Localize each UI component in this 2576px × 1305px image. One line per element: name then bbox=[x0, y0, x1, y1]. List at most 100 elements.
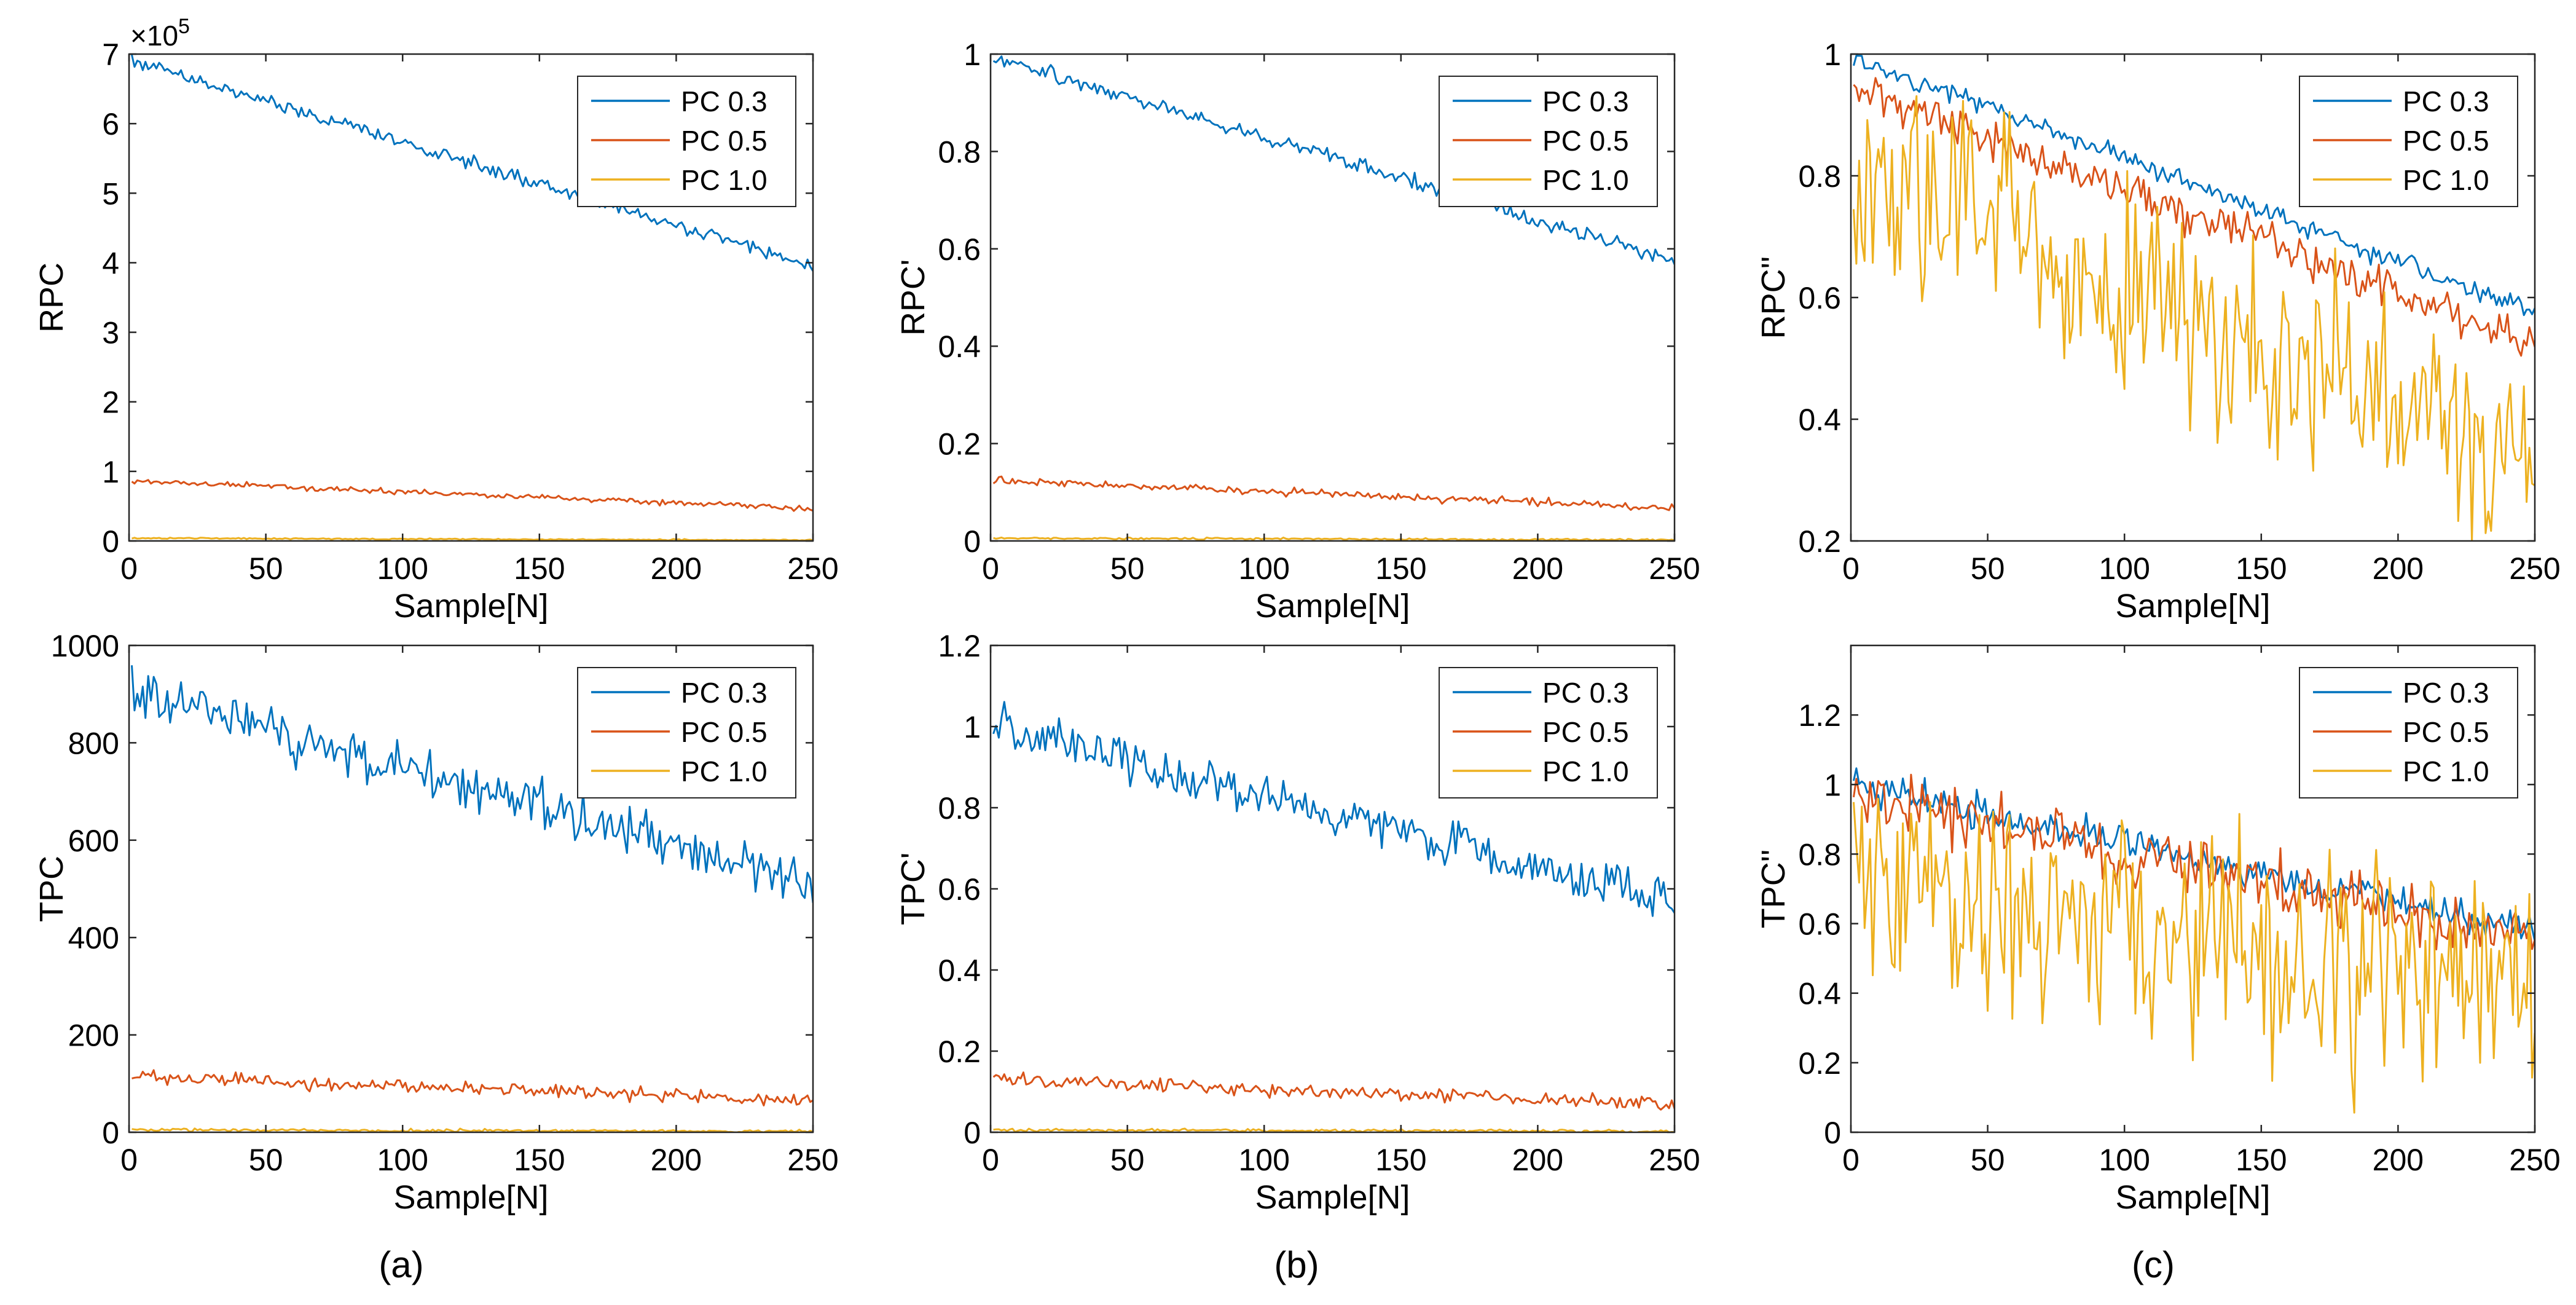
x-tick-label: 50 bbox=[1110, 551, 1145, 586]
legend-entry: PC 1.0 bbox=[681, 164, 768, 196]
legend-entry: PC 0.3 bbox=[1542, 85, 1629, 117]
series-lines bbox=[1853, 767, 2535, 1114]
y-exponent-power: 5 bbox=[178, 15, 190, 38]
series-line-pc-1-0 bbox=[132, 537, 813, 541]
legend: PC 0.3 PC 0.5 PC 1.0 bbox=[1439, 667, 1658, 798]
x-tick-label: 200 bbox=[1512, 551, 1563, 586]
x-tick-label: 150 bbox=[2236, 1143, 2287, 1177]
y-axis-label: RPC bbox=[33, 262, 70, 333]
series-line-pc-0-5 bbox=[132, 1069, 813, 1106]
x-tick-label: 50 bbox=[1971, 551, 2005, 586]
series-line-pc-0-5 bbox=[1853, 773, 2535, 951]
y-tick-label: 1 bbox=[1824, 37, 1841, 72]
y-tick-label: 0 bbox=[964, 524, 981, 559]
y-tick-label: 0.4 bbox=[938, 953, 981, 988]
series-line-pc-1-0 bbox=[993, 1127, 1675, 1132]
legend-entry: PC 1.0 bbox=[1542, 755, 1629, 787]
y-axis-label: RPC' bbox=[895, 259, 932, 336]
x-tick-label: 100 bbox=[377, 551, 428, 586]
series-line-pc-0-3 bbox=[131, 54, 813, 272]
x-tick-label: 200 bbox=[651, 1143, 702, 1177]
y-tick-label: 0 bbox=[964, 1116, 981, 1150]
x-axis-label: Sample[N] bbox=[2115, 1179, 2270, 1216]
y-tick-label: 600 bbox=[68, 824, 119, 858]
series-line-pc-0-5 bbox=[992, 475, 1675, 511]
legend: PC 0.3 PC 0.5 PC 1.0 bbox=[2299, 667, 2518, 798]
y-tick-label: 400 bbox=[68, 921, 119, 955]
legend-entry: PC 0.5 bbox=[681, 125, 768, 157]
x-tick-label: 150 bbox=[514, 551, 565, 586]
x-tick-label: 50 bbox=[1110, 1143, 1145, 1177]
x-axis-label: Sample[N] bbox=[393, 588, 548, 625]
legend-entry: PC 0.5 bbox=[2403, 125, 2489, 157]
x-tick-label: 0 bbox=[120, 551, 138, 586]
x-tick-label: 150 bbox=[1375, 551, 1426, 586]
y-tick-label: 0 bbox=[102, 1116, 119, 1150]
x-tick-label: 0 bbox=[982, 551, 999, 586]
legend-box bbox=[577, 667, 796, 798]
x-tick-label: 50 bbox=[1971, 1143, 2005, 1177]
legend-box bbox=[1439, 76, 1658, 207]
legend-entry: PC 0.3 bbox=[681, 85, 768, 117]
y-tick-label: 1.2 bbox=[1798, 698, 1841, 733]
legend-entry: PC 0.5 bbox=[1542, 125, 1629, 157]
legend-entry: PC 0.3 bbox=[2403, 85, 2489, 117]
chart-tpc: 0 50 100 150 200 250 0 200 400 600 800 1000 Sample[N… bbox=[33, 629, 839, 1216]
series-lines bbox=[131, 54, 813, 541]
axes-box bbox=[989, 53, 1676, 542]
panels: 0 50 100 150 200 25001234567×105Sample[N]RPCP… bbox=[33, 15, 2561, 1216]
y-tick-label: 0 bbox=[1824, 1116, 1841, 1150]
chart-tpc-prime: 0 50 100 150 200 250 0 0.2 0.4 0.6 0.8 1 1.2 Sample[N… bbox=[895, 629, 1700, 1216]
x-tick-label: 250 bbox=[787, 551, 838, 586]
y-tick-label: 0.4 bbox=[1798, 977, 1841, 1011]
series-lines bbox=[131, 665, 813, 1132]
y-tick-label: 2 bbox=[102, 385, 119, 420]
x-tick-label: 250 bbox=[1649, 1143, 1700, 1177]
x-axis-label: Sample[N] bbox=[1255, 588, 1410, 625]
y-tick-label: 0.6 bbox=[1798, 907, 1841, 942]
x-axis-label: Sample[N] bbox=[1255, 1179, 1410, 1216]
legend-entry: PC 0.3 bbox=[1542, 677, 1629, 709]
panel-labels: (a) (b) (c) bbox=[379, 1244, 2175, 1285]
y-tick-label: 0.6 bbox=[938, 872, 981, 907]
x-tick-label: 0 bbox=[1842, 551, 1859, 586]
y-axis-label: TPC bbox=[33, 856, 70, 922]
panel-label-b: (b) bbox=[1274, 1244, 1319, 1285]
x-tick-label: 50 bbox=[249, 1143, 283, 1177]
y-tick-label: 0.4 bbox=[938, 329, 981, 364]
y-tick-label: 0.2 bbox=[1798, 524, 1841, 559]
chart-rpc-dprime: 0 50 100 150 200 250 0.2 0.4 0.6 0.8 1 Sample[N] RPC… bbox=[1755, 37, 2561, 625]
legend-entry: PC 0.5 bbox=[1542, 716, 1629, 748]
x-tick-label: 50 bbox=[249, 551, 283, 586]
x-tick-label: 200 bbox=[2373, 1143, 2424, 1177]
axes-box bbox=[1850, 644, 2536, 1133]
legend-entry: PC 1.0 bbox=[681, 755, 768, 787]
x-tick-label: 200 bbox=[651, 551, 702, 586]
x-tick-label: 250 bbox=[787, 1143, 838, 1177]
x-tick-label: 250 bbox=[1649, 551, 1700, 586]
legend: PC 0.3 PC 0.5 PC 1.0 bbox=[577, 76, 796, 207]
legend-box bbox=[577, 76, 796, 207]
y-tick-label: 800 bbox=[68, 726, 119, 760]
chart-rpc: 0 50 100 150 200 25001234567×105Sample[N]RPCP… bbox=[33, 15, 839, 625]
y-tick-label: 0.8 bbox=[938, 791, 981, 826]
panel-label-a: (a) bbox=[379, 1244, 423, 1285]
y-tick-label: 1 bbox=[964, 710, 981, 744]
x-tick-label: 150 bbox=[1375, 1143, 1426, 1177]
y-tick-label: 200 bbox=[68, 1019, 119, 1053]
series-line-pc-1-0 bbox=[993, 536, 1675, 541]
legend-box bbox=[1439, 667, 1658, 798]
x-tick-label: 200 bbox=[2373, 551, 2424, 586]
y-tick-label: 1000 bbox=[51, 629, 119, 663]
series-lines bbox=[992, 55, 1675, 541]
y-tick-label: 1 bbox=[964, 37, 981, 72]
series-line-pc-0-3 bbox=[131, 665, 813, 903]
legend-entry: PC 0.3 bbox=[2403, 677, 2489, 709]
y-tick-label: 0.2 bbox=[1798, 1046, 1841, 1081]
series-line-pc-1-0 bbox=[132, 1127, 813, 1132]
y-axis-label: TPC'' bbox=[1755, 850, 1792, 929]
y-tick-label: 1 bbox=[1824, 768, 1841, 802]
legend-box bbox=[2299, 667, 2518, 798]
y-tick-label: 5 bbox=[102, 176, 119, 211]
y-tick-label: 0 bbox=[102, 524, 119, 559]
